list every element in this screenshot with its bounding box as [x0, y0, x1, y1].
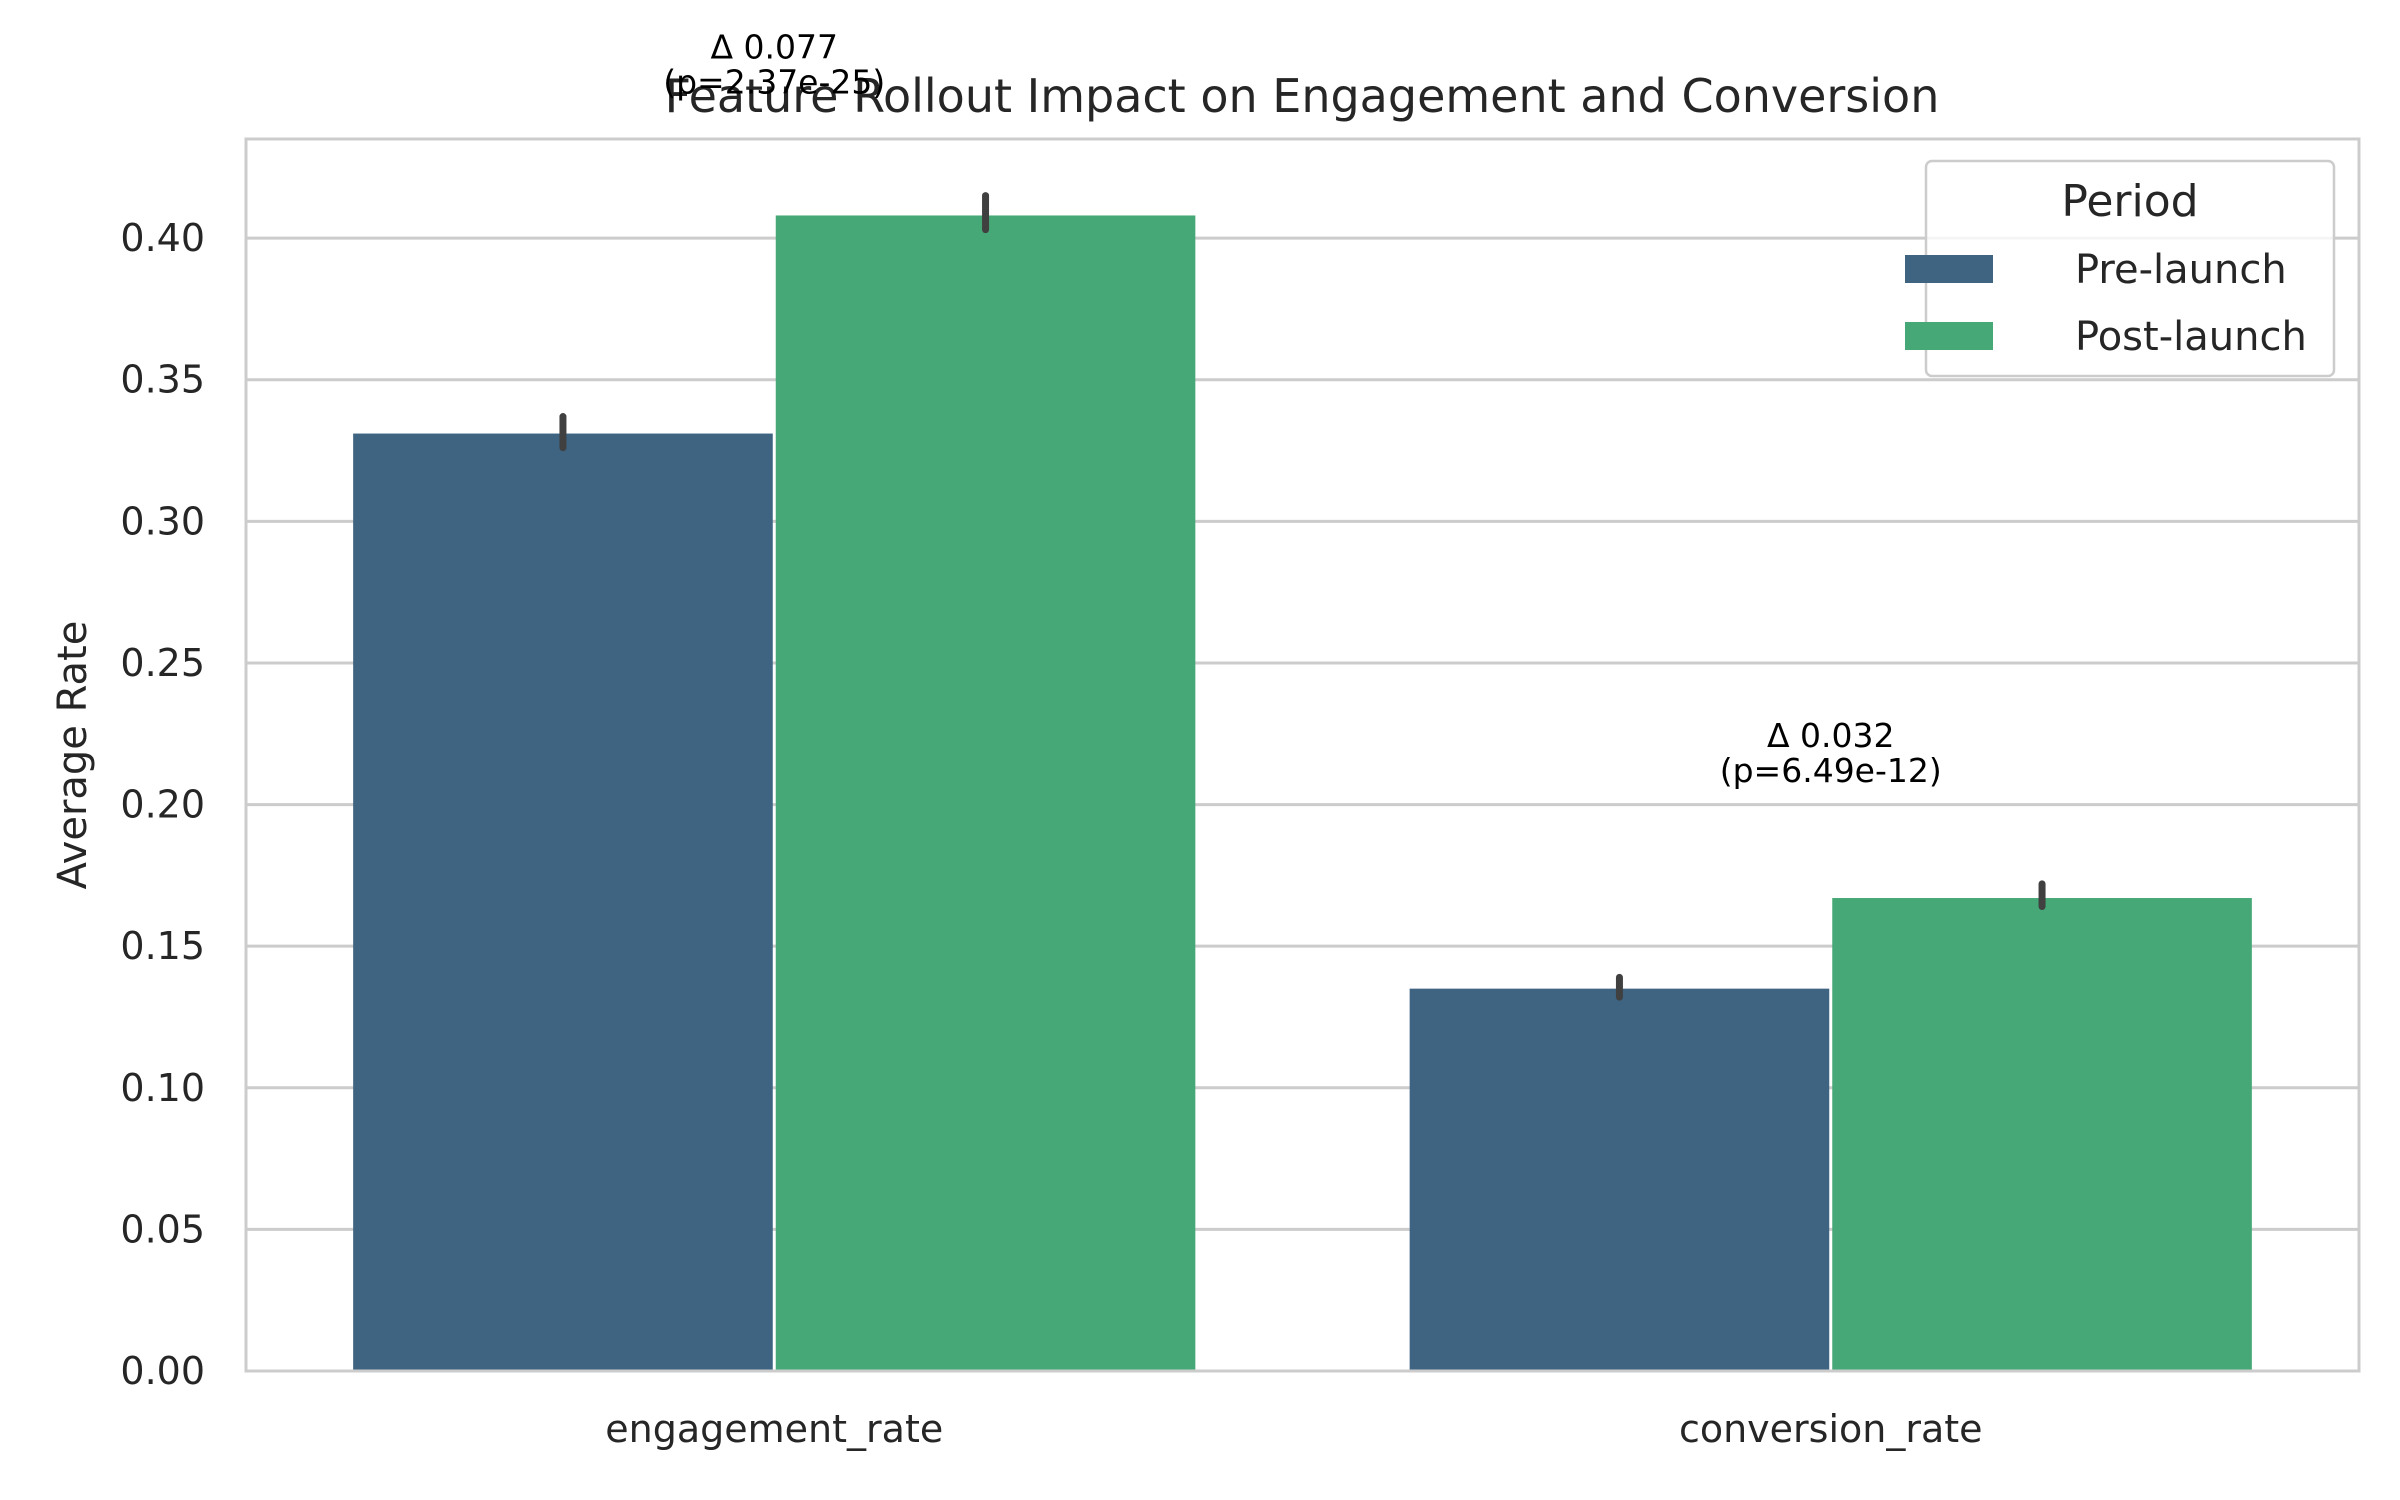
bars-layer	[353, 215, 2252, 1371]
x-tick-label: conversion_rate	[1679, 1407, 1983, 1451]
y-tick-label: 0.15	[120, 924, 205, 968]
legend-swatch-pre-launch	[1905, 255, 1993, 283]
legend: Period Pre-launch Post-launch	[1905, 159, 2336, 378]
bar-conversion_rate-pre-launch	[1409, 988, 1830, 1371]
chart-title: Feature Rollout Impact on Engagement and…	[665, 69, 1940, 123]
y-axis-title: Average Rate	[50, 621, 96, 890]
y-tick-label: 0.35	[120, 358, 205, 402]
y-tick-label: 0.40	[120, 216, 205, 260]
x-tick-labels: engagement_rate conversion_rate	[605, 1407, 1982, 1451]
legend-label-pre-launch: Pre-launch	[2075, 247, 2287, 293]
x-tick-label: engagement_rate	[605, 1407, 943, 1451]
bar-engagement_rate-pre-launch	[353, 433, 773, 1371]
annotations: Δ 0.077(p=2.37e-25) Δ 0.032(p=6.49e-12)	[663, 28, 1942, 790]
error-bars-layer	[559, 192, 2046, 1001]
bar-engagement_rate-post-launch	[775, 215, 1196, 1371]
bar-conversion_rate-post-launch	[1832, 898, 2252, 1371]
legend-title: Period	[2061, 176, 2198, 227]
y-tick-label: 0.10	[120, 1066, 205, 1110]
y-tick-labels: 0.00 0.05 0.10 0.15 0.20 0.25 0.30 0.35 0.40	[120, 216, 205, 1393]
annotation-pvalue: (p=6.49e-12)	[1720, 751, 1942, 790]
y-tick-label: 0.30	[120, 499, 205, 543]
plot-frame	[244, 137, 2361, 1373]
y-tick-label: 0.05	[120, 1207, 205, 1251]
y-tick-label: 0.25	[120, 641, 205, 685]
y-tick-label: 0.00	[120, 1349, 205, 1393]
annotation-pvalue: (p=2.37e-25)	[663, 63, 885, 102]
annotation-delta: Δ 0.077	[710, 28, 838, 67]
legend-label-post-launch: Post-launch	[2075, 314, 2307, 360]
legend-swatch-post-launch	[1905, 322, 1993, 350]
y-tick-label: 0.20	[120, 783, 205, 827]
annotation-delta: Δ 0.032	[1767, 716, 1895, 755]
